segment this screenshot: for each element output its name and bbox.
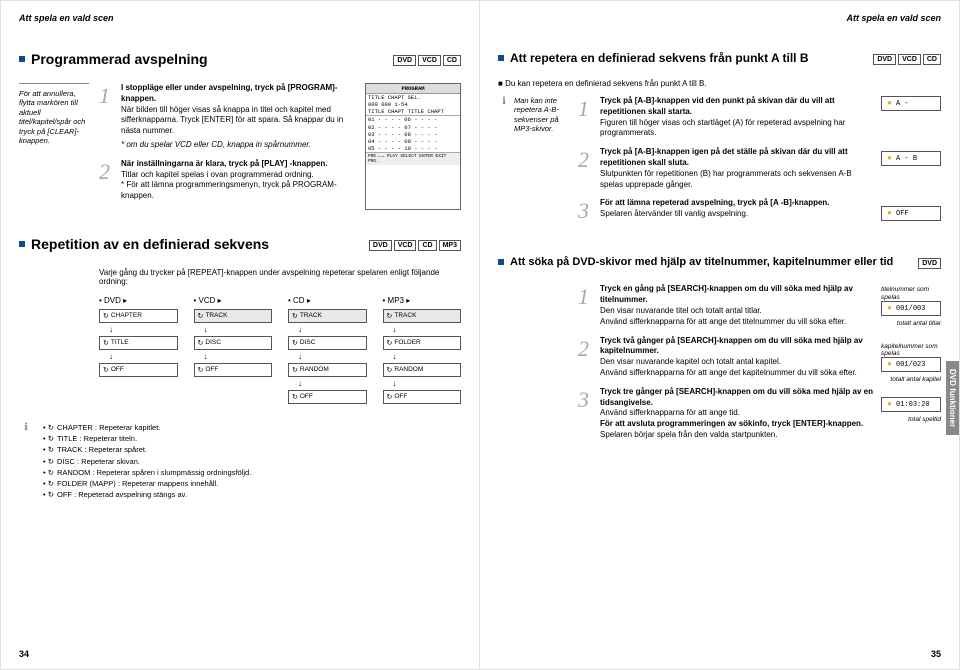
program-display: PROGRAM TITLE CHAPT SEL. 000 000 1-54 TI… xyxy=(365,83,461,210)
page-number-left: 34 xyxy=(19,649,29,659)
sec2-sequence-columns: • DVD ▸ ↻CHAPTER ↓ ↻TITLE ↓ ↻OFF • VCD ▸… xyxy=(99,296,461,410)
section2-title-text: Repetition av en definierad sekvens xyxy=(31,236,269,252)
section2-badges: DVD VCD CD MP3 xyxy=(369,240,461,251)
sec4-result-col: titelnummer som spelas ● 001/003 totalt … xyxy=(881,284,941,448)
sec3-step3: 3 För att lämna repeterad avspelning, tr… xyxy=(578,198,873,222)
page-number-right: 35 xyxy=(931,649,941,659)
section3-title: Att repetera en definierad sekvens från … xyxy=(498,51,809,65)
program-header: PROGRAM xyxy=(366,84,460,94)
section1-title-text: Programmerad avspelning xyxy=(31,51,208,67)
step-number-2: 2 xyxy=(99,159,115,202)
section2-title-row: Repetition av en definierad sekvens DVD … xyxy=(19,226,461,260)
sec3-result-col: ● A - ● A - B ● OFF xyxy=(881,96,941,230)
seq-col-dvd: • DVD ▸ ↻CHAPTER ↓ ↻TITLE ↓ ↻OFF xyxy=(99,296,178,410)
step-number-1: 1 xyxy=(99,83,115,151)
seq-col-cd: • CD ▸ ↻TRACK ↓ ↻DISC ↓ ↻RANDOM ↓ ↻OFF xyxy=(288,296,367,410)
sec3-step2: 2 Tryck på [A-B]-knappen igen på det stä… xyxy=(578,147,873,190)
sec1-step2: 2 När inställningarna är klara, tryck på… xyxy=(99,159,355,202)
sec1-step1-body: När bilden till höger visas så knappa in… xyxy=(121,105,355,137)
sec2-definitions: • ↻ CHAPTER : Repeterar kapitlet. • ↻ TI… xyxy=(43,422,251,501)
section1-badges: DVD VCD CD xyxy=(393,55,461,66)
side-tab: DVD funktioner xyxy=(946,361,959,435)
manual-right-page: Att spela en vald scen Att repetera en d… xyxy=(480,0,960,670)
sec1-step2-b2: * För att lämna programmeringsmenyn, try… xyxy=(121,180,355,202)
sec4-step3: 3 Tryck tre gånger på [SEARCH]-knappen o… xyxy=(578,387,873,441)
section3-badges: DVD VCD CD xyxy=(873,54,941,65)
section4-badges: DVD xyxy=(918,258,941,269)
section2-title: Repetition av en definierad sekvens xyxy=(19,236,269,252)
badge-vcd: VCD xyxy=(418,55,441,66)
info-icon: ℹ xyxy=(498,96,510,230)
section3-title-row: Att repetera en definierad sekvens från … xyxy=(498,41,941,73)
section1-side-note: För att annullera, flytta markören till … xyxy=(19,83,89,210)
section4-title-text: Att söka på DVD-skivor med hjälp av tite… xyxy=(510,256,893,268)
sec3-step1: 1 Tryck på [A-B]-knappen vid den punkt p… xyxy=(578,96,873,139)
section1-content: För att annullera, flytta markören till … xyxy=(19,83,461,210)
section1-title-row: Programmerad avspelning DVD VCD CD xyxy=(19,41,461,75)
section1-title: Programmerad avspelning xyxy=(19,51,208,67)
sec2-intro: Varje gång du trycker på [REPEAT]-knappe… xyxy=(99,268,461,286)
running-head-right: Att spela en vald scen xyxy=(498,13,941,23)
sec3-side-note: Man kan inte repetera A-B-sekvenser på M… xyxy=(514,96,568,230)
manual-left-page: Att spela en vald scen Programmerad avsp… xyxy=(0,0,480,670)
sec1-step1-note: * om du spelar VCD eller CD, knappa in s… xyxy=(121,140,355,151)
running-head-left: Att spela en vald scen xyxy=(19,13,461,23)
badge-cd: CD xyxy=(443,55,461,66)
sec4-step1: 1 Tryck en gång på [SEARCH]-knappen om d… xyxy=(578,284,873,327)
section4-title: Att söka på DVD-skivor med hjälp av tite… xyxy=(498,256,893,268)
section3-title-text: Att repetera en definierad sekvens från … xyxy=(510,51,809,65)
sec1-step2-b1: Titlar och kapitel spelas i ovan program… xyxy=(121,170,355,181)
seq-col-mp3: • MP3 ▸ ↻TRACK ↓ ↻FOLDER ↓ ↻RANDOM ↓ ↻OF… xyxy=(383,296,462,410)
info-icon: ℹ xyxy=(19,422,33,501)
section4-content: 1 Tryck en gång på [SEARCH]-knappen om d… xyxy=(498,284,941,448)
seq-col-vcd: • VCD ▸ ↻TRACK ↓ ↻DISC ↓ ↻OFF xyxy=(194,296,273,410)
badge-dvd: DVD xyxy=(393,55,416,66)
sec4-step2: 2 Tryck två gånger på [SEARCH]-knappen o… xyxy=(578,336,873,379)
sec1-step2-lead: När inställningarna är klara, tryck på [… xyxy=(121,159,355,170)
sec1-step1: 1 I stoppläge eller under avspelning, tr… xyxy=(99,83,355,151)
sec1-step1-lead: I stoppläge eller under avspelning, tryc… xyxy=(121,83,355,105)
sec3-sub: Du kan repetera en definierad sekvens fr… xyxy=(505,79,706,88)
section3-content: ℹ Man kan inte repetera A-B-sekvenser på… xyxy=(498,96,941,230)
section4-title-row: Att söka på DVD-skivor med hjälp av tite… xyxy=(498,246,941,276)
